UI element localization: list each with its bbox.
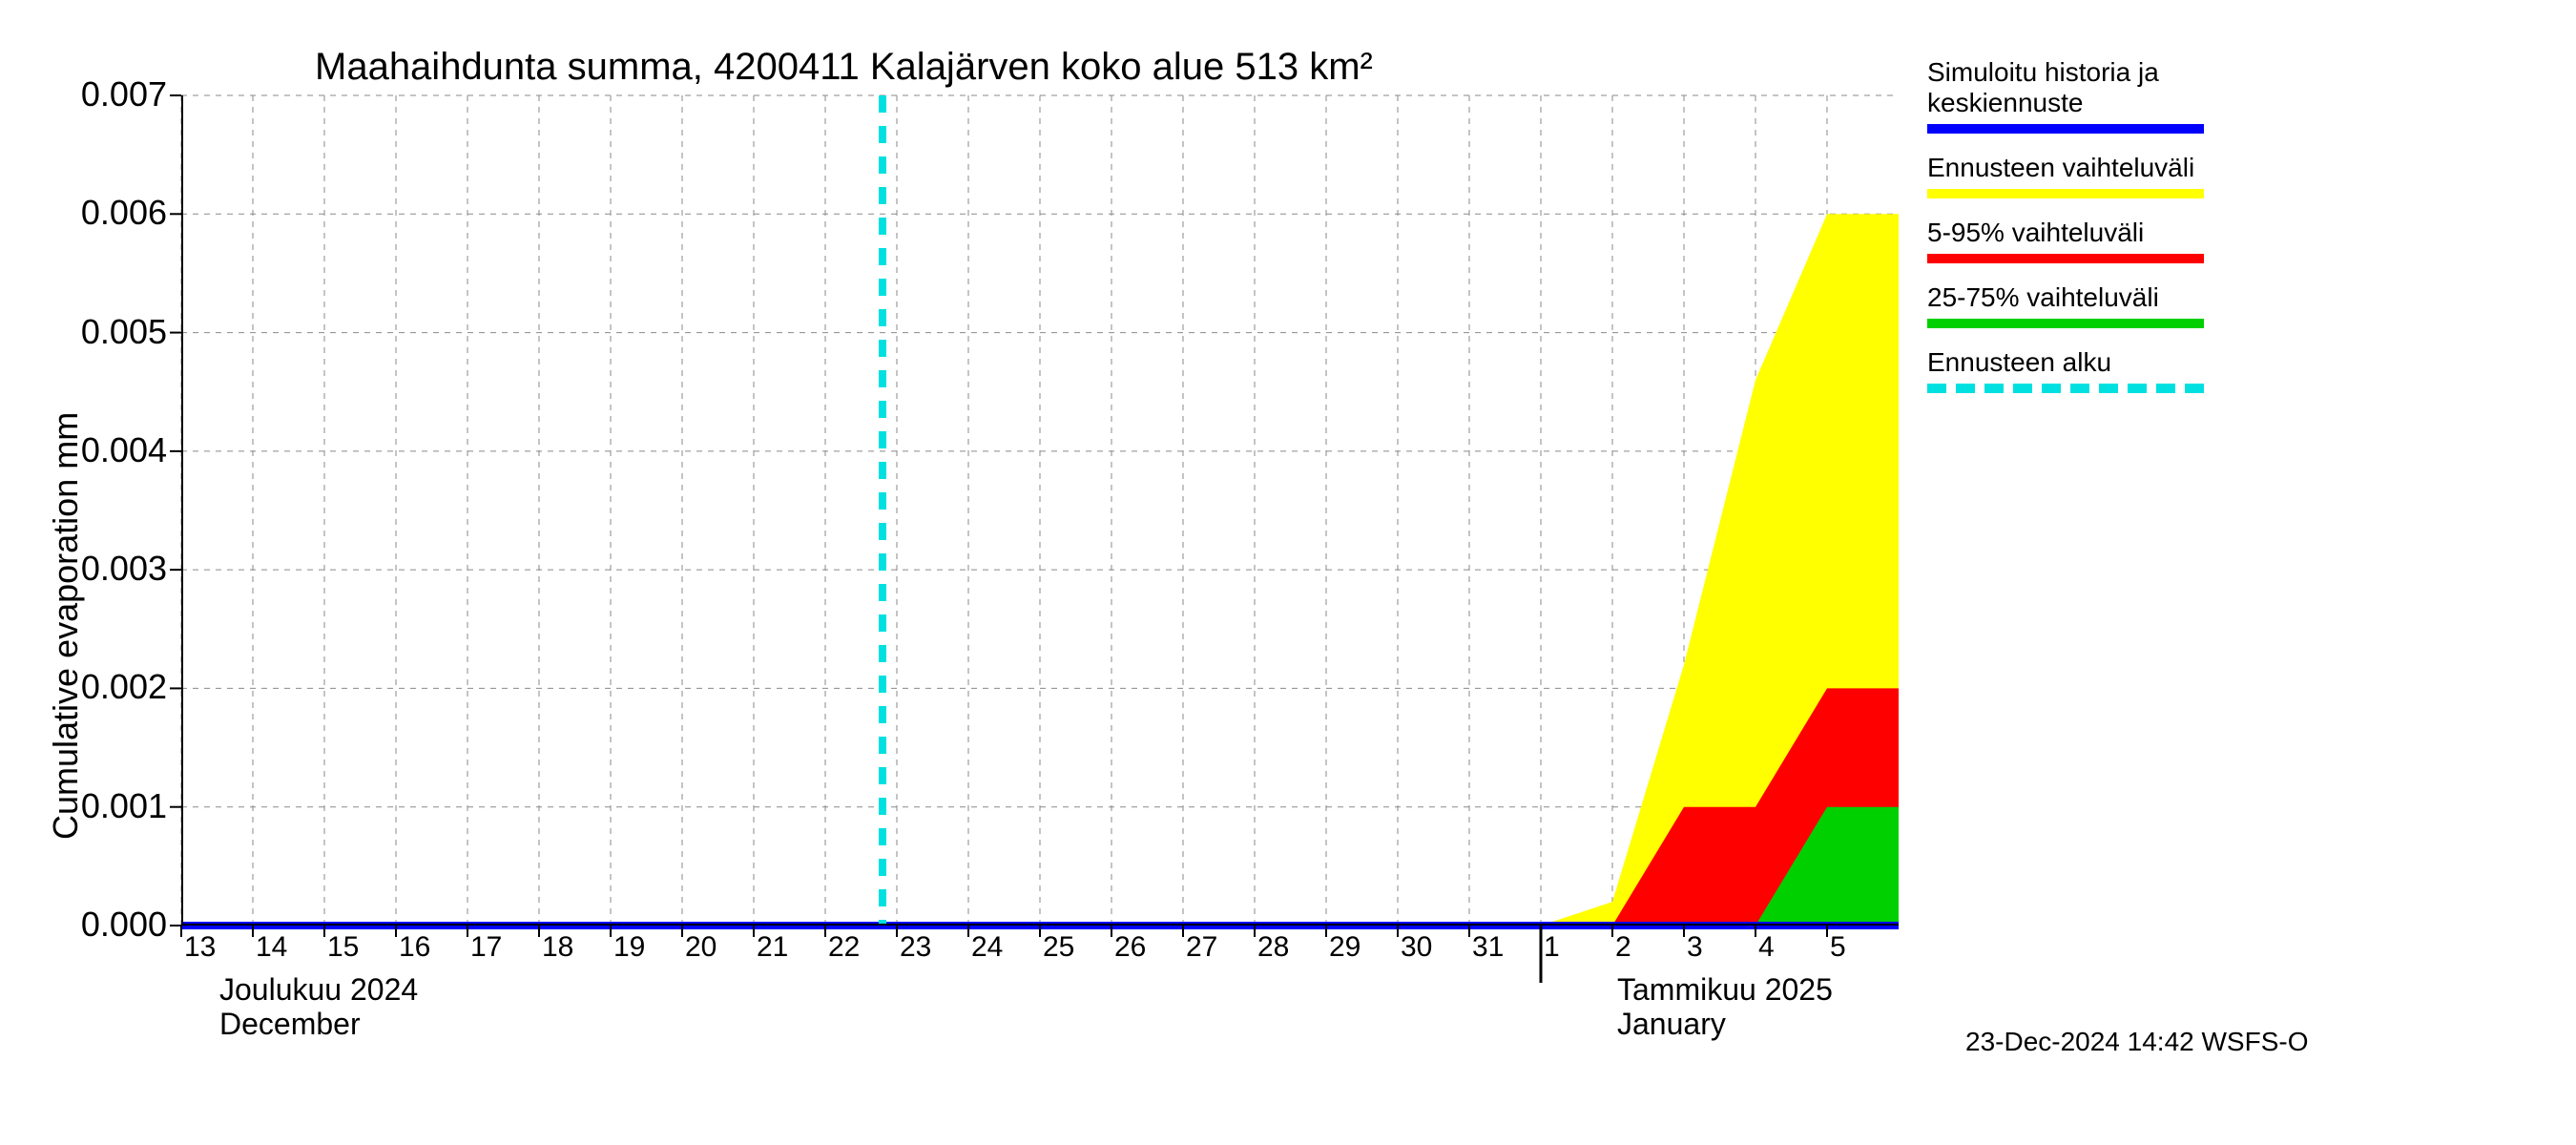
chart-title: Maahaihdunta summa, 4200411 Kalajärven k… [315, 46, 1373, 89]
x-tick-label: 24 [971, 931, 1003, 964]
x-tick-label: 27 [1186, 931, 1217, 964]
legend-swatch [1927, 319, 2204, 328]
legend-label: 25-75% vaihteluväli [1927, 282, 2271, 313]
x-tick-label: 18 [542, 931, 573, 964]
x-tick-label: 5 [1830, 931, 1846, 964]
x-tick-label: 15 [327, 931, 359, 964]
x-tick-label: 29 [1329, 931, 1361, 964]
x-tick-label: 26 [1114, 931, 1146, 964]
x-tick-label: 4 [1758, 931, 1775, 964]
x-tick-label: 21 [757, 931, 788, 964]
x-tick-label: 17 [470, 931, 502, 964]
y-tick-label: 0.000 [67, 905, 167, 945]
y-tick-label: 0.007 [67, 74, 167, 114]
x-tick-label: 14 [256, 931, 287, 964]
x-month-label-left-1: Joulukuu 2024 [219, 973, 418, 1007]
x-tick-label: 1 [1544, 931, 1560, 964]
x-tick-label: 2 [1615, 931, 1631, 964]
legend-swatch [1927, 124, 2204, 134]
y-tick-label: 0.005 [67, 312, 167, 352]
legend-label: Ennusteen vaihteluväli [1927, 153, 2271, 183]
footer-timestamp: 23-Dec-2024 14:42 WSFS-O [1965, 1027, 2309, 1057]
x-tick-label: 23 [900, 931, 931, 964]
legend-swatch [1927, 189, 2204, 198]
x-tick-label: 22 [828, 931, 860, 964]
plot-area-frame [181, 95, 1899, 926]
x-month-label-right-2: January [1617, 1008, 1726, 1041]
x-tick-label: 19 [613, 931, 645, 964]
legend-label: Ennusteen alku [1927, 347, 2271, 378]
x-tick-label: 30 [1401, 931, 1432, 964]
legend-label: 5-95% vaihteluväli [1927, 218, 2271, 248]
x-tick-label: 3 [1687, 931, 1703, 964]
legend-swatch [1927, 384, 2204, 393]
y-tick-label: 0.002 [67, 667, 167, 707]
x-tick-label: 20 [685, 931, 717, 964]
chart-container: { "chart": { "type": "area-line-forecast… [0, 0, 2576, 1145]
x-tick-label: 25 [1043, 931, 1074, 964]
legend-swatch [1927, 254, 2204, 263]
y-tick-label: 0.004 [67, 430, 167, 470]
y-tick-label: 0.006 [67, 193, 167, 233]
x-tick-label: 31 [1472, 931, 1504, 964]
x-month-label-left-2: December [219, 1008, 361, 1041]
legend-label: Simuloitu historia ja keskiennuste [1927, 57, 2271, 118]
x-tick-label: 16 [399, 931, 430, 964]
y-tick-label: 0.003 [67, 549, 167, 589]
x-tick-label: 13 [184, 931, 216, 964]
y-tick-label: 0.001 [67, 786, 167, 826]
x-month-label-right-1: Tammikuu 2025 [1617, 973, 1833, 1007]
x-tick-label: 28 [1257, 931, 1289, 964]
y-axis-label: Cumulative evaporation mm [46, 412, 86, 840]
